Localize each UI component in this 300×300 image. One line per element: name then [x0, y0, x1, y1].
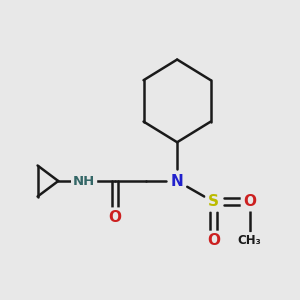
Text: O: O — [243, 194, 256, 209]
Text: N: N — [171, 173, 184, 188]
Text: S: S — [208, 194, 219, 209]
Text: NH: NH — [73, 175, 95, 188]
Text: O: O — [207, 233, 220, 248]
Text: CH₃: CH₃ — [238, 234, 261, 247]
Text: O: O — [109, 210, 122, 225]
